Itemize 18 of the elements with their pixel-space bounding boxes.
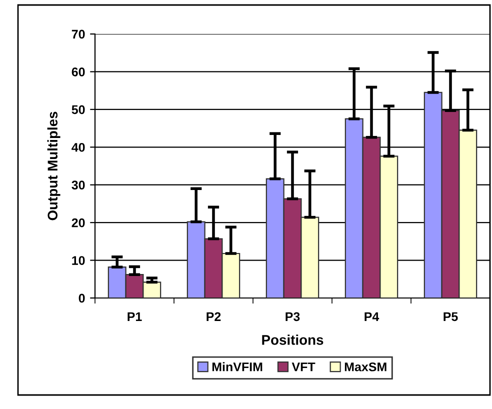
- x-tick-label: P2: [206, 312, 221, 321]
- y-tick-label: 20: [72, 218, 85, 228]
- y-tick-label: 30: [72, 180, 85, 190]
- legend-label: MaxSM: [344, 362, 386, 372]
- y-tick-label: 10: [72, 256, 85, 265]
- y-axis-title: Output Multiples: [47, 112, 60, 220]
- y-tick-label: 40: [72, 142, 85, 152]
- y-tick-label: 50: [72, 105, 85, 114]
- y-tick-label: 0: [78, 294, 85, 303]
- x-tick-label: P3: [286, 312, 300, 322]
- y-tick-label: 70: [72, 30, 85, 39]
- x-tick-label: P1: [128, 312, 142, 321]
- x-tick-label: P5: [444, 312, 458, 322]
- legend-label: VFT: [292, 362, 316, 372]
- y-tick-label: 60: [72, 68, 85, 76]
- x-axis-title: Positions: [262, 334, 324, 345]
- x-tick-label: P4: [364, 312, 380, 321]
- legend-label: MinVFIM: [212, 362, 262, 372]
